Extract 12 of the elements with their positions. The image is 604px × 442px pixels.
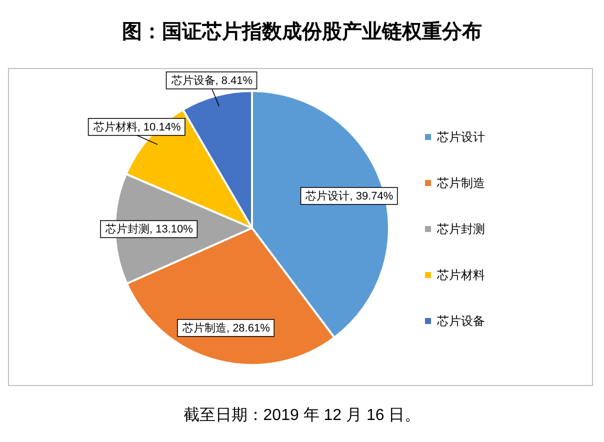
data-label: 芯片制造, 28.61%	[181, 321, 270, 334]
data-label: 芯片封测, 13.10%	[104, 222, 194, 236]
legend-label: 芯片制造	[436, 176, 485, 190]
text: 截至日期：2019 年 12 月 16 日。	[183, 406, 421, 424]
legend-label: 芯片封测	[436, 222, 485, 236]
legend-label: 芯片设备	[436, 314, 485, 328]
legend-label: 芯片材料	[436, 268, 485, 282]
chart-title: 图：国证芯片指数成份股产业链权重分布	[122, 20, 482, 43]
data-label: 芯片材料, 10.14%	[92, 120, 181, 134]
data-label: 芯片设计, 39.74%	[304, 189, 394, 202]
legend-label: 芯片设计	[436, 130, 485, 144]
data-label: 芯片设备, 8.41%	[170, 74, 253, 87]
